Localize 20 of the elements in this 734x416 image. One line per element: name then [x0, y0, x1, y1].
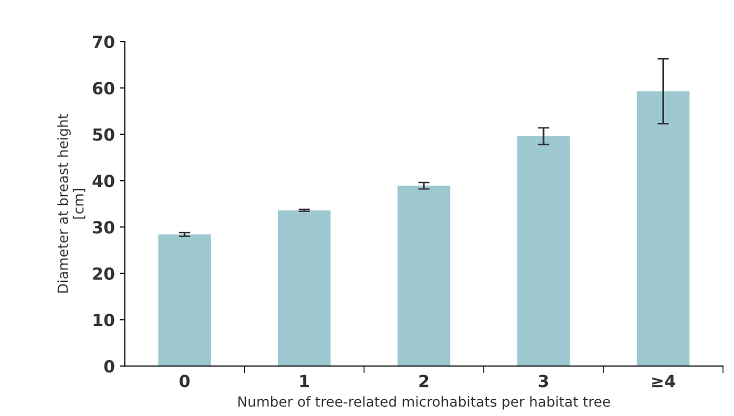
- y-tick-label: 10: [94, 314, 114, 326]
- y-axis-title: Diameter at breast height [cm]: [57, 114, 86, 293]
- y-tick-label: 70: [92, 36, 114, 48]
- y-tick-label: 0: [104, 360, 114, 373]
- bar: [636, 91, 690, 366]
- y-tick-label: 40: [92, 174, 114, 188]
- y-tick-label: 60: [92, 82, 114, 95]
- bar: [158, 234, 211, 366]
- x-axis-title: Number of tree-related microhabitats per habitat tree: [238, 396, 610, 410]
- bar: [398, 186, 450, 366]
- x-tick-label: 3: [538, 374, 548, 388]
- y-tick-label: 30: [92, 220, 114, 234]
- bar: [517, 136, 570, 366]
- y-tick-label: 20: [93, 267, 114, 280]
- x-tick-label: 0: [180, 374, 190, 388]
- x-tick-label: 2: [419, 374, 428, 388]
- x-tick-label: 1: [300, 374, 309, 388]
- x-tick-label: ≥4: [652, 374, 676, 388]
- y-tick-label: 50: [93, 128, 114, 141]
- bar: [278, 210, 331, 366]
